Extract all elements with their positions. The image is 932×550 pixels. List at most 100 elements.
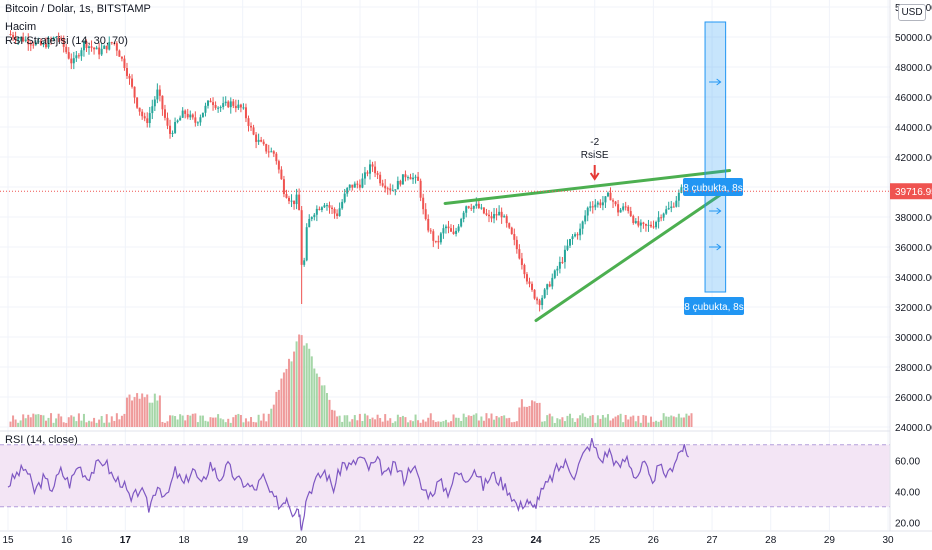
last-price-label: 39716.95 xyxy=(895,187,932,198)
volume-bar xyxy=(287,358,290,427)
volume-bar xyxy=(417,420,420,427)
volume-bar xyxy=(19,420,22,427)
volume-bar xyxy=(44,420,47,427)
drawings[interactable]: 8 çubukta, 8s 8 çubukta, 8s -2 RsiSE xyxy=(443,21,744,322)
volume-bar xyxy=(389,418,392,427)
volume-bar xyxy=(348,421,351,427)
volume-bar xyxy=(37,414,40,427)
volume-bar xyxy=(371,417,374,427)
candle-body xyxy=(571,236,574,240)
volume-bar xyxy=(627,419,630,427)
volume-bar xyxy=(500,416,503,427)
candle-body xyxy=(477,203,480,209)
candle-body xyxy=(80,50,83,57)
time-tick-label: 25 xyxy=(589,535,601,546)
candle-body xyxy=(179,117,182,121)
time-tick-label: 16 xyxy=(61,535,73,546)
volume-bar xyxy=(27,414,30,427)
candle-body xyxy=(553,270,556,278)
volume-bar xyxy=(495,415,498,427)
candle-body xyxy=(536,298,539,301)
volume-bar xyxy=(353,415,356,427)
volume-bar xyxy=(419,422,422,427)
volume-bar xyxy=(32,413,35,427)
volume-bar xyxy=(75,421,78,427)
candle-body xyxy=(369,164,372,174)
volume-bar xyxy=(356,420,359,427)
candle-body xyxy=(574,234,577,237)
rsi-line xyxy=(7,437,690,532)
candle-body xyxy=(305,227,308,261)
candle-body xyxy=(151,106,154,114)
candle-body xyxy=(341,201,344,209)
candle-body xyxy=(338,208,341,217)
candle-body xyxy=(272,151,275,154)
candle-body xyxy=(280,169,283,180)
candle-body xyxy=(136,97,139,108)
candle-body xyxy=(146,118,149,124)
candle-body xyxy=(482,207,485,214)
candle-body xyxy=(250,125,253,128)
volume-bar xyxy=(323,385,326,427)
volume-bar xyxy=(280,378,283,427)
candle-body xyxy=(343,193,346,202)
candle-body xyxy=(541,297,544,306)
candle-body xyxy=(131,78,134,87)
candle-body xyxy=(103,45,106,49)
volume-bar xyxy=(556,418,559,427)
candle-body xyxy=(622,206,625,210)
rsi-pane[interactable] xyxy=(0,437,890,532)
candle-body xyxy=(196,122,199,124)
candle-body xyxy=(361,178,364,188)
volume-bar xyxy=(399,417,402,427)
volume-bar xyxy=(513,421,516,427)
volume-bar xyxy=(290,361,293,427)
volume-bar xyxy=(412,421,415,427)
price-candles[interactable] xyxy=(9,30,693,312)
candle-body xyxy=(24,39,27,42)
volume-bar xyxy=(594,422,597,427)
volume-bar xyxy=(470,415,473,427)
volume-bar xyxy=(576,418,579,427)
candle-body xyxy=(120,56,123,59)
candle-body xyxy=(634,221,637,223)
candle-body xyxy=(313,214,316,218)
candle-body xyxy=(543,289,546,298)
candle-body xyxy=(427,218,430,231)
candle-body xyxy=(556,268,559,271)
time-tick-label: 30 xyxy=(882,535,894,546)
volume-bar xyxy=(331,409,334,427)
candle-body xyxy=(158,89,161,96)
volume-bar xyxy=(477,420,480,427)
candle-body xyxy=(660,217,663,219)
candle-body xyxy=(174,122,177,133)
last-price-badge xyxy=(890,183,932,200)
currency-badge[interactable]: USD xyxy=(898,4,926,21)
volume-bar xyxy=(543,421,546,427)
volume-bar xyxy=(60,416,63,427)
candle-body xyxy=(518,249,521,259)
volume-bar xyxy=(665,416,668,427)
candle-body xyxy=(181,110,184,118)
candle-body xyxy=(538,300,541,306)
volume-bar xyxy=(209,417,212,427)
volume-bar xyxy=(561,417,564,427)
time-tick-label: 23 xyxy=(472,535,484,546)
volume-bar xyxy=(260,420,263,427)
candle-body xyxy=(219,107,222,109)
candle-body xyxy=(389,188,392,191)
volume-bar xyxy=(115,413,118,427)
volume-bar xyxy=(619,413,622,427)
volume-bar xyxy=(295,341,298,427)
candle-body xyxy=(434,240,437,242)
volume-bar xyxy=(232,417,235,427)
candle-body xyxy=(677,192,680,201)
volume-bar xyxy=(80,420,83,427)
price-tick-label: 38000.00 xyxy=(895,213,932,224)
candle-body xyxy=(275,153,278,162)
volume-bar xyxy=(184,420,187,427)
candle-body xyxy=(308,218,311,228)
candle-body xyxy=(244,107,247,119)
